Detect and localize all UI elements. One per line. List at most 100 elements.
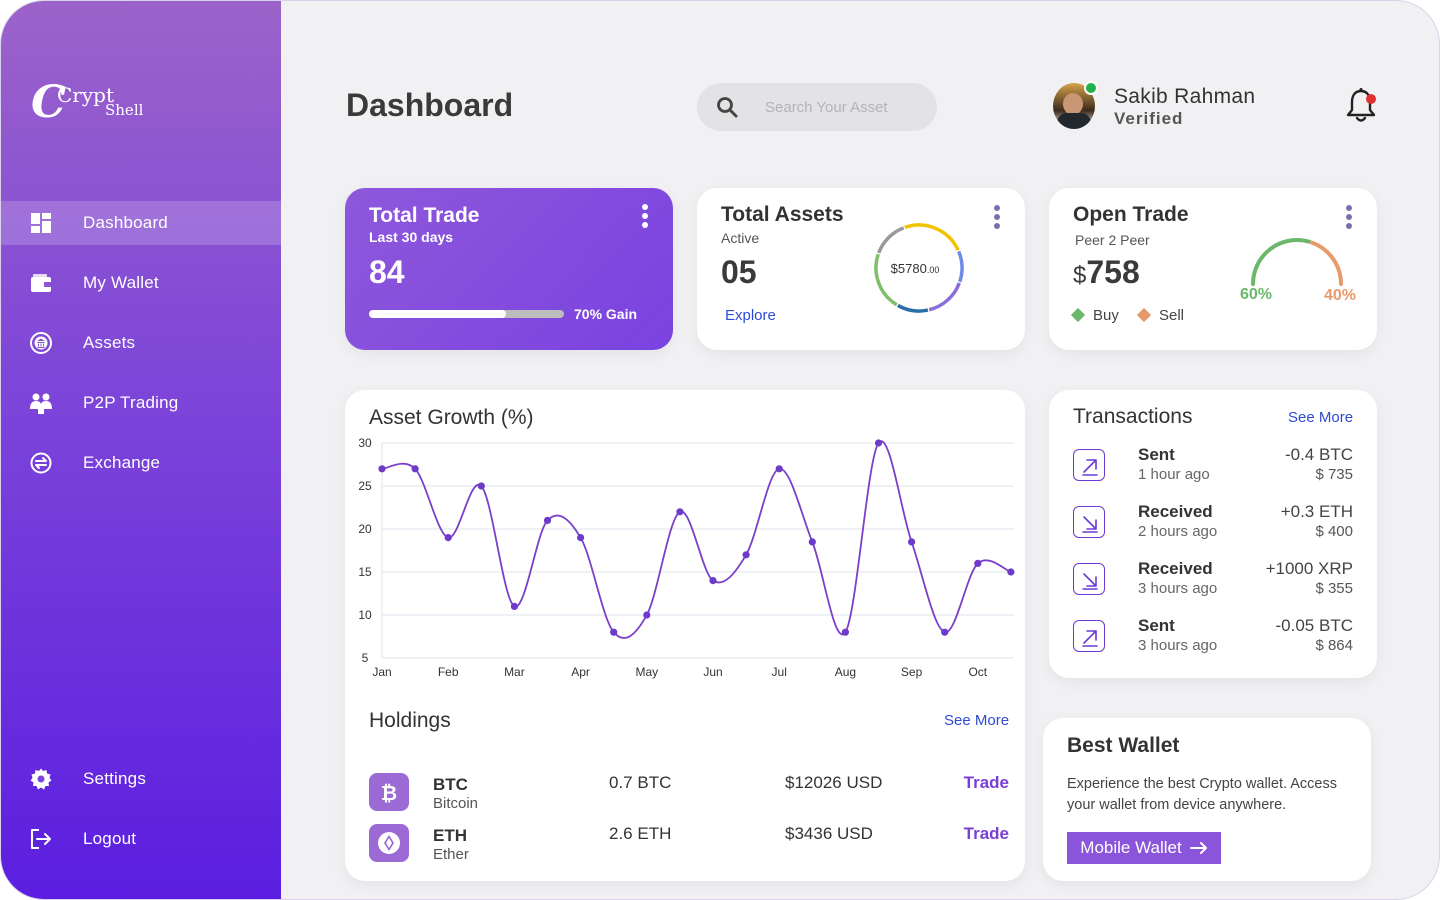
holding-row-btc[interactable]: ₿ BTC Bitcoin 0.7 BTC $12026 USD Trade <box>369 773 1009 813</box>
data-point <box>908 538 916 546</box>
currency-symbol: $ <box>1073 262 1087 289</box>
trade-button[interactable]: Trade <box>963 773 1009 792</box>
gauge-sell-arc <box>1309 240 1343 286</box>
sidebar-item-my-wallet[interactable]: My Wallet <box>1 261 281 305</box>
more-options-icon[interactable] <box>1346 205 1352 229</box>
data-point <box>841 628 849 636</box>
arrow-right-icon <box>1189 842 1207 854</box>
holding-usd-value: $3436 USD <box>785 824 873 843</box>
more-options-icon[interactable] <box>642 204 648 228</box>
sidebar-item-exchange[interactable]: Exchange <box>1 441 281 485</box>
data-point <box>378 465 386 473</box>
search-icon[interactable] <box>715 95 739 119</box>
transactions-see-more-link[interactable]: See More <box>1288 409 1354 426</box>
data-point <box>941 628 949 636</box>
data-point <box>742 551 750 559</box>
total-assets-card[interactable]: Total Assets Active 05 Explore $5780.00 <box>697 188 1025 350</box>
transaction-amount: -0.05 BTC <box>1275 616 1353 635</box>
data-point <box>709 577 717 585</box>
y-tick-label: 30 <box>358 436 372 450</box>
donut-value: $5780.00 <box>891 261 940 276</box>
total-assets-title: Total Assets <box>721 203 844 226</box>
received-arrow-icon <box>1073 506 1105 538</box>
x-tick-label: Jul <box>772 665 787 679</box>
transaction-type: Sent <box>1138 445 1175 464</box>
donut-segment <box>904 223 960 251</box>
holdings-see-more-link[interactable]: See More <box>944 712 1010 729</box>
best-wallet-desc-line1: Experience the best Crypto wallet. Acces… <box>1067 776 1337 792</box>
transaction-type: Received <box>1138 502 1213 521</box>
sell-label: Sell <box>1159 307 1185 324</box>
sidebar-item-p2p-trading[interactable]: P2P Trading <box>1 381 281 425</box>
data-point <box>1007 568 1015 576</box>
x-tick-label: May <box>635 665 658 679</box>
svg-text:₿: ₿ <box>381 781 397 805</box>
best-wallet-title: Best Wallet <box>1067 734 1180 757</box>
wallet-icon <box>31 274 51 292</box>
data-point <box>974 559 982 567</box>
data-point <box>477 482 485 490</box>
open-trade-card[interactable]: Open Trade Peer 2 Peer $758 Buy Sell 60%… <box>1049 188 1377 350</box>
sidebar-item-label: Settings <box>83 769 147 788</box>
transaction-usd: $ 355 <box>1315 580 1353 597</box>
open-trade-subtitle: Peer 2 Peer <box>1075 232 1150 248</box>
transaction-row[interactable]: Sent 1 hour ago -0.4 BTC $ 735 <box>1073 445 1353 495</box>
transaction-amount: +1000 XRP <box>1265 559 1353 578</box>
holdings-title: Holdings <box>369 709 451 732</box>
donut-segment <box>874 253 898 307</box>
transaction-row[interactable]: Received 3 hours ago +1000 XRP $ 355 <box>1073 559 1353 609</box>
transaction-row[interactable]: Sent 3 hours ago -0.05 BTC $ 864 <box>1073 616 1353 666</box>
holding-row-eth[interactable]: ETH Ether 2.6 ETH $3436 USD Trade <box>369 824 1009 864</box>
notification-bell-icon[interactable] <box>1345 87 1377 125</box>
data-point <box>610 628 618 636</box>
sidebar-item-settings[interactable]: Settings <box>1 757 281 801</box>
logo-mark: C <box>31 77 67 128</box>
total-trade-subtitle: Last 30 days <box>369 229 454 245</box>
sidebar-item-dashboard[interactable]: Dashboard <box>1 201 281 245</box>
total-assets-subtitle: Active <box>721 230 760 246</box>
transaction-usd: $ 864 <box>1315 637 1353 654</box>
transaction-amount: +0.3 ETH <box>1280 502 1353 521</box>
gauge-buy-arc <box>1251 238 1312 286</box>
user-name: Sakib Rahman <box>1114 85 1256 108</box>
transaction-usd: $ 735 <box>1315 466 1353 483</box>
open-trade-gauge <box>1251 238 1343 286</box>
page-title: Dashboard <box>346 87 514 123</box>
buy-percent: 60% <box>1240 286 1273 303</box>
holding-quantity: 2.6 ETH <box>609 824 672 843</box>
holding-symbol: BTC <box>433 775 468 794</box>
app-logo[interactable]: C Crypt Shell <box>31 81 161 125</box>
search-input[interactable] <box>765 95 925 119</box>
more-options-icon[interactable] <box>994 205 1000 229</box>
y-tick-label: 15 <box>358 565 372 579</box>
mobile-wallet-label: Mobile Wallet <box>1080 838 1182 857</box>
y-tick-label: 25 <box>358 479 372 493</box>
donut-segment <box>896 303 929 313</box>
total-trade-card[interactable]: Total Trade Last 30 days 84 70% Gain <box>345 188 673 350</box>
avatar-shirt <box>1057 113 1091 129</box>
trade-button[interactable]: Trade <box>963 824 1009 843</box>
sidebar-item-label: Logout <box>83 829 137 848</box>
data-point <box>577 534 585 542</box>
explore-link[interactable]: Explore <box>725 307 776 324</box>
transaction-row[interactable]: Received 2 hours ago +0.3 ETH $ 400 <box>1073 502 1353 552</box>
holding-quantity: 0.7 BTC <box>609 773 672 792</box>
donut-segment <box>928 282 961 312</box>
transaction-type: Received <box>1138 559 1213 578</box>
transactions-title: Transactions <box>1073 405 1193 428</box>
x-tick-label: Mar <box>504 665 525 679</box>
avatar[interactable] <box>1053 83 1095 129</box>
sent-arrow-icon <box>1073 449 1105 481</box>
ethereum-icon <box>369 824 409 862</box>
gain-label: 70% Gain <box>574 306 638 322</box>
sidebar-item-label: My Wallet <box>83 273 159 292</box>
exchange-icon <box>30 452 52 474</box>
mobile-wallet-button[interactable]: Mobile Wallet <box>1067 832 1221 864</box>
gear-icon <box>30 768 52 790</box>
search-bar[interactable] <box>697 83 937 131</box>
open-trade-amount: 758 <box>1086 254 1140 290</box>
sidebar-item-logout[interactable]: Logout <box>1 817 281 861</box>
sidebar-item-assets[interactable]: Assets <box>1 321 281 365</box>
verified-check-icon <box>1084 81 1098 95</box>
